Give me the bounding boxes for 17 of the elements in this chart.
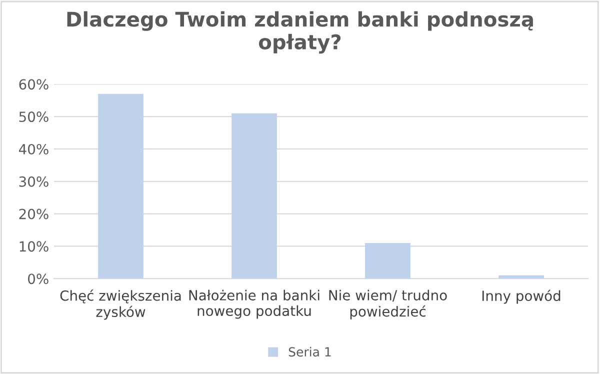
y-tick-label: 0%	[28, 274, 48, 284]
y-tick-label: 20%	[19, 208, 48, 220]
y-tick-label: 10%	[20, 241, 48, 252]
legend-label: Seria 1	[288, 346, 331, 357]
x-tick-label: Inny powód	[482, 290, 560, 304]
bar	[232, 113, 277, 279]
y-tick-label: 60%	[19, 79, 48, 90]
y-tick-label: 50%	[19, 112, 48, 122]
x-tick-label: Nie wiem/ trudno powiedzieć	[329, 290, 447, 320]
chart-title: Dlaczego Twoim zdaniem banki podnoszą opłaty?	[67, 11, 533, 54]
x-tick-label: Nałożenie na banki nowego podatku	[189, 290, 320, 319]
bar	[365, 242, 410, 279]
y-tick-label: 30%	[19, 176, 48, 187]
x-tick-label: Chęć zwiększenia zysków	[60, 290, 181, 320]
bar	[498, 275, 544, 279]
bar	[98, 94, 144, 279]
y-tick-label: 40%	[18, 144, 48, 154]
